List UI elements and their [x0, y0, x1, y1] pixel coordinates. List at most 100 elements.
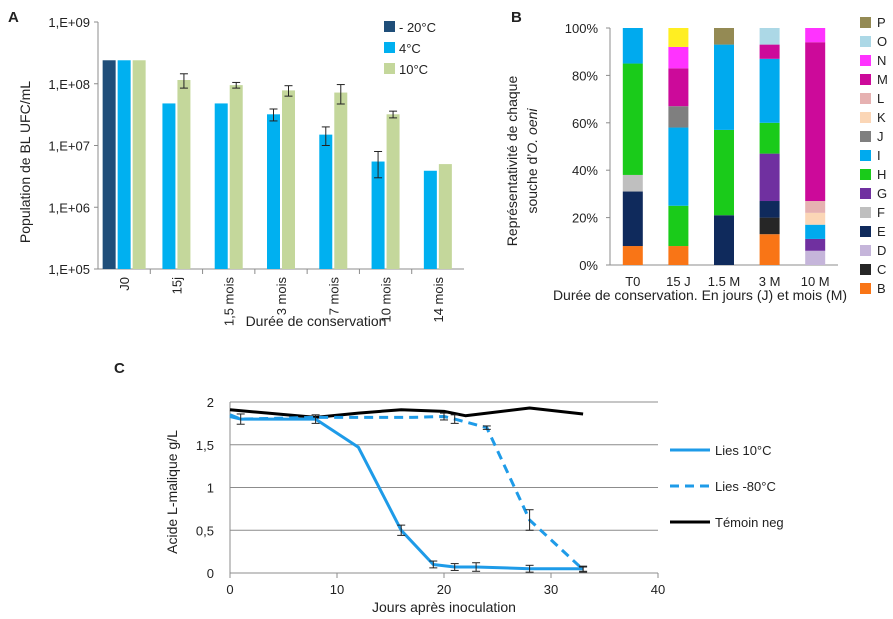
panel-c-ytick-label: 1	[207, 481, 214, 496]
panel-b-bar-segment	[805, 224, 826, 239]
panel-c-series-line	[229, 413, 585, 571]
panel-c-ytick-label: 1,5	[196, 438, 214, 453]
panel-b-legend-label: H	[877, 167, 886, 182]
panel-a-legend-swatch	[384, 21, 395, 32]
panel-c-ytick-label: 0	[207, 566, 214, 581]
panel-b-bar-segment	[668, 205, 689, 247]
panel-b-ytick-label: 40%	[572, 163, 598, 178]
panel-b-bar-segment	[668, 106, 689, 128]
panel-b-bar-segment	[759, 153, 780, 202]
panel-a-legend-label: 4°C	[399, 41, 421, 56]
panel-a-xlabel: Durée de conservation	[246, 313, 387, 329]
panel-b-legend-label: N	[877, 53, 886, 68]
panel-a-xtick-label: J0	[117, 277, 132, 291]
panel-b-bar-segment	[714, 215, 734, 265]
panel-a-bar	[162, 103, 176, 270]
panel-a-ytick-label: 1,E+06	[48, 200, 90, 215]
panel-a-bar	[438, 164, 452, 269]
panel-b-ytick-label: 20%	[572, 211, 598, 226]
panel-a-legend-label: 10°C	[399, 62, 428, 77]
panel-b-ytick-label: 60%	[572, 116, 598, 131]
panel-a-xtick-label: 7 mois	[326, 277, 341, 316]
panel-b-legend-swatch	[860, 131, 871, 142]
panel-a-legend-swatch	[384, 42, 395, 53]
panel-b-bar-segment	[759, 234, 780, 265]
panel-a-bar	[102, 60, 116, 269]
panel-b-xtick-label: 3 M	[759, 274, 781, 289]
panel-b-bar-segment	[759, 201, 780, 218]
panel-a-bar	[334, 92, 348, 269]
panel-a-ytick-label: 1,E+08	[48, 77, 90, 92]
panel-b-legend-swatch	[860, 188, 871, 199]
panel-c-legend: Lies 10°C Lies -80°C Témoin neg	[670, 443, 784, 530]
panel-b-ytick-label: 0%	[579, 258, 598, 273]
panel-b-legend-swatch	[860, 245, 871, 256]
panel-c-xtick-label: 20	[437, 582, 451, 597]
panel-b-bar-segment	[759, 217, 780, 235]
panel-b-ylabel-line1: Représentativité de chaque	[504, 76, 520, 247]
panel-a-bar	[371, 161, 385, 269]
chart-panel-b: B 0% 20% 40% 60% 80% 100% Représentativité de…	[504, 9, 888, 303]
panel-a-legend: - 20°C 4°C 10°C	[384, 20, 436, 77]
panel-b-bar-segment	[622, 28, 643, 64]
panel-b-legend-swatch	[860, 93, 871, 104]
panel-b-legend-swatch	[860, 55, 871, 66]
panel-b-xtick-label: 1.5 M	[708, 274, 741, 289]
panel-b-bar-segment	[622, 191, 643, 247]
panel-a-ytick-label: 1,E+09	[48, 15, 90, 30]
panel-b-bar-segment	[805, 42, 826, 202]
panel-b-bar-segment	[714, 44, 734, 130]
panel-c-series-line	[229, 415, 584, 571]
panel-a-xtick-label: 15j	[169, 277, 184, 294]
panel-a-bar	[177, 80, 191, 269]
panel-b-bar-segment	[759, 44, 780, 59]
panel-b-bar-segment	[805, 212, 826, 225]
panel-b-ytick-label: 80%	[572, 68, 598, 83]
chart-panel-a: A 1,E+05 1,E+06 1,E+07 1,E+08 1,E+09 Populat…	[8, 9, 464, 329]
panel-b-legend-label: E	[877, 224, 886, 239]
panel-c-legend-label: Témoin neg	[715, 515, 784, 530]
panel-b-xtick-label: 10 M	[801, 274, 830, 289]
panel-b-legend-swatch	[860, 36, 871, 47]
panel-b-legend-label: L	[877, 91, 884, 106]
panel-b-ylabel-line2: souche d’O. oeni	[524, 108, 540, 214]
panel-b-bar-segment	[622, 63, 643, 175]
panel-a-xtick-label: 10 mois	[379, 277, 394, 323]
panel-b-bar-segment	[759, 122, 780, 154]
panel-c-xtick-label: 30	[544, 582, 558, 597]
panel-b-bar-segment	[668, 68, 689, 107]
panel-c-xtick-label: 40	[651, 582, 665, 597]
panel-b-bar-segment	[714, 28, 734, 45]
panel-b-bar-segment	[668, 246, 689, 265]
panel-c-xlabel: Jours après inoculation	[372, 599, 516, 615]
panel-b-bar-segment	[805, 250, 826, 265]
panel-c-xtick-label: 10	[330, 582, 344, 597]
panel-b-bar-segment	[805, 201, 826, 213]
panel-b-label: B	[511, 9, 522, 26]
panel-b-legend-swatch	[860, 74, 871, 85]
panel-b-legend-label: B	[877, 281, 886, 296]
panel-a-bar	[423, 170, 437, 269]
panel-b-bar-segment	[668, 28, 689, 47]
panel-b-legend-label: D	[877, 243, 886, 258]
panel-b-legend-label: O	[877, 34, 887, 49]
panel-b-ylabel-species: O. oeni	[524, 108, 540, 154]
panel-c-xtick-label: 0	[226, 582, 233, 597]
panel-b-bar-segment	[805, 28, 826, 43]
panel-b-legend-swatch	[860, 207, 871, 218]
panel-b-ytick-label: 100%	[565, 21, 599, 36]
panel-a-bar	[117, 60, 131, 269]
panel-b-xlabel: Durée de conservation. En jours (J) et m…	[553, 287, 847, 303]
panel-c-legend-label: Lies 10°C	[715, 443, 772, 458]
panel-c-ylabel: Acide L-malique g/L	[164, 430, 180, 554]
panel-a-bar	[319, 134, 333, 269]
panel-b-bar-segment	[668, 46, 689, 69]
panel-a-bar	[282, 90, 295, 270]
panel-c-ytick-label: 0,5	[196, 523, 214, 538]
panel-c-ytick-label: 2	[207, 395, 214, 410]
panel-a-label: A	[8, 9, 19, 26]
panel-a-bar	[214, 103, 228, 270]
panel-a-legend-swatch	[384, 63, 395, 74]
